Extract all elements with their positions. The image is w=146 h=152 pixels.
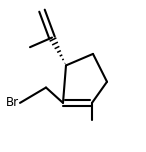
Text: Br: Br — [5, 96, 19, 109]
